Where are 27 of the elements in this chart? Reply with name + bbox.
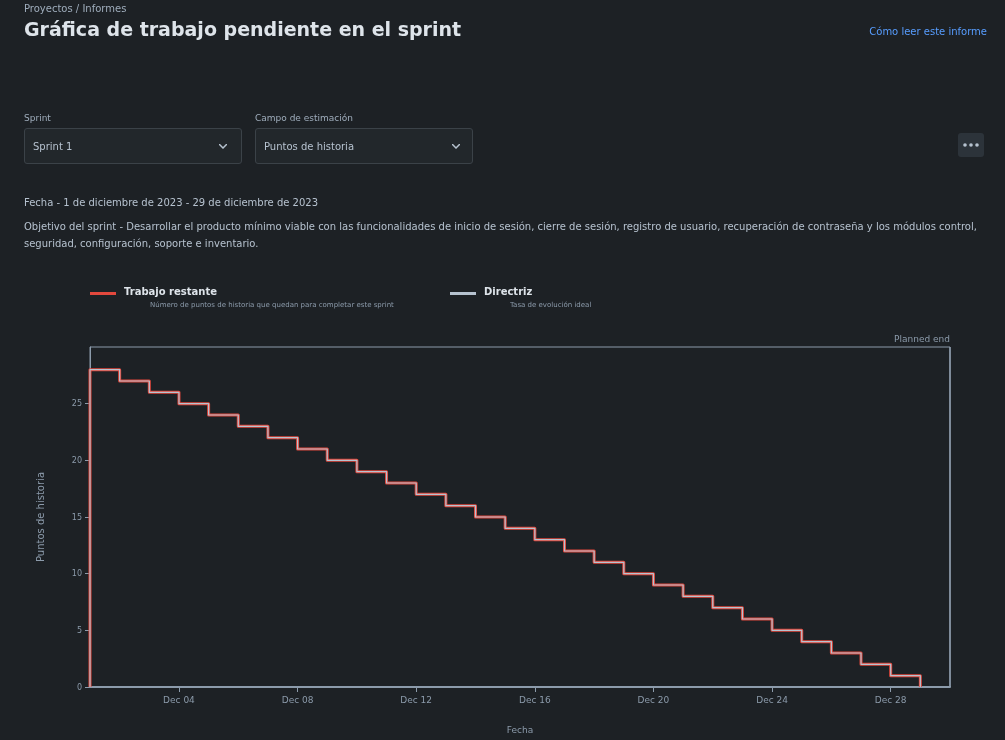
x-tick-label: Dec 08 <box>281 694 314 705</box>
y-tick-label: 15 <box>71 512 82 522</box>
text: Campo de estimación <box>255 113 353 123</box>
x-tick-label: Dec 20 <box>637 694 670 705</box>
x-tick-label: Dec 24 <box>756 694 789 705</box>
text: Fecha - 1 de diciembre de 2023 - 29 de diciembre de 2023 <box>24 197 319 208</box>
y-axis-title: Puntos de historia <box>34 471 46 563</box>
y-tick-label: 0 <box>76 682 82 692</box>
x-tick-label: Dec 16 <box>518 694 551 705</box>
y-tick-label: 10 <box>71 569 82 579</box>
chart-title: Gráfica de trabajo pendiente en el sprint <box>24 18 462 40</box>
text: Cómo leer este informe <box>869 26 987 37</box>
text: Sprint 1 <box>33 141 73 152</box>
y-tick-label: 25 <box>71 399 82 409</box>
text: Sprint <box>24 113 51 123</box>
x-axis-title: Fecha <box>506 724 534 735</box>
legend-label: Trabajo restante <box>124 286 217 297</box>
ref-line-label: Planned end <box>894 333 950 344</box>
y-tick-label: 20 <box>71 455 82 465</box>
text: Objetivo del sprint - Desarrollar el producto mínimo viable con las funcionalidades de inicio de sesión, cierre de sesión, registro de usuario, recuperación de contraseña y los módulos control, seguridad, configuración, soporte e inventario. <box>24 220 978 251</box>
legend-label: Directriz <box>484 286 533 297</box>
x-tick-label: Dec 04 <box>163 694 196 705</box>
text: Puntos de historia <box>264 141 355 152</box>
x-tick-label: Dec 12 <box>400 694 433 705</box>
x-tick-label: Dec 28 <box>874 694 907 705</box>
y-tick-label: 5 <box>76 625 82 635</box>
text: Proyectos / Informes <box>24 3 127 14</box>
